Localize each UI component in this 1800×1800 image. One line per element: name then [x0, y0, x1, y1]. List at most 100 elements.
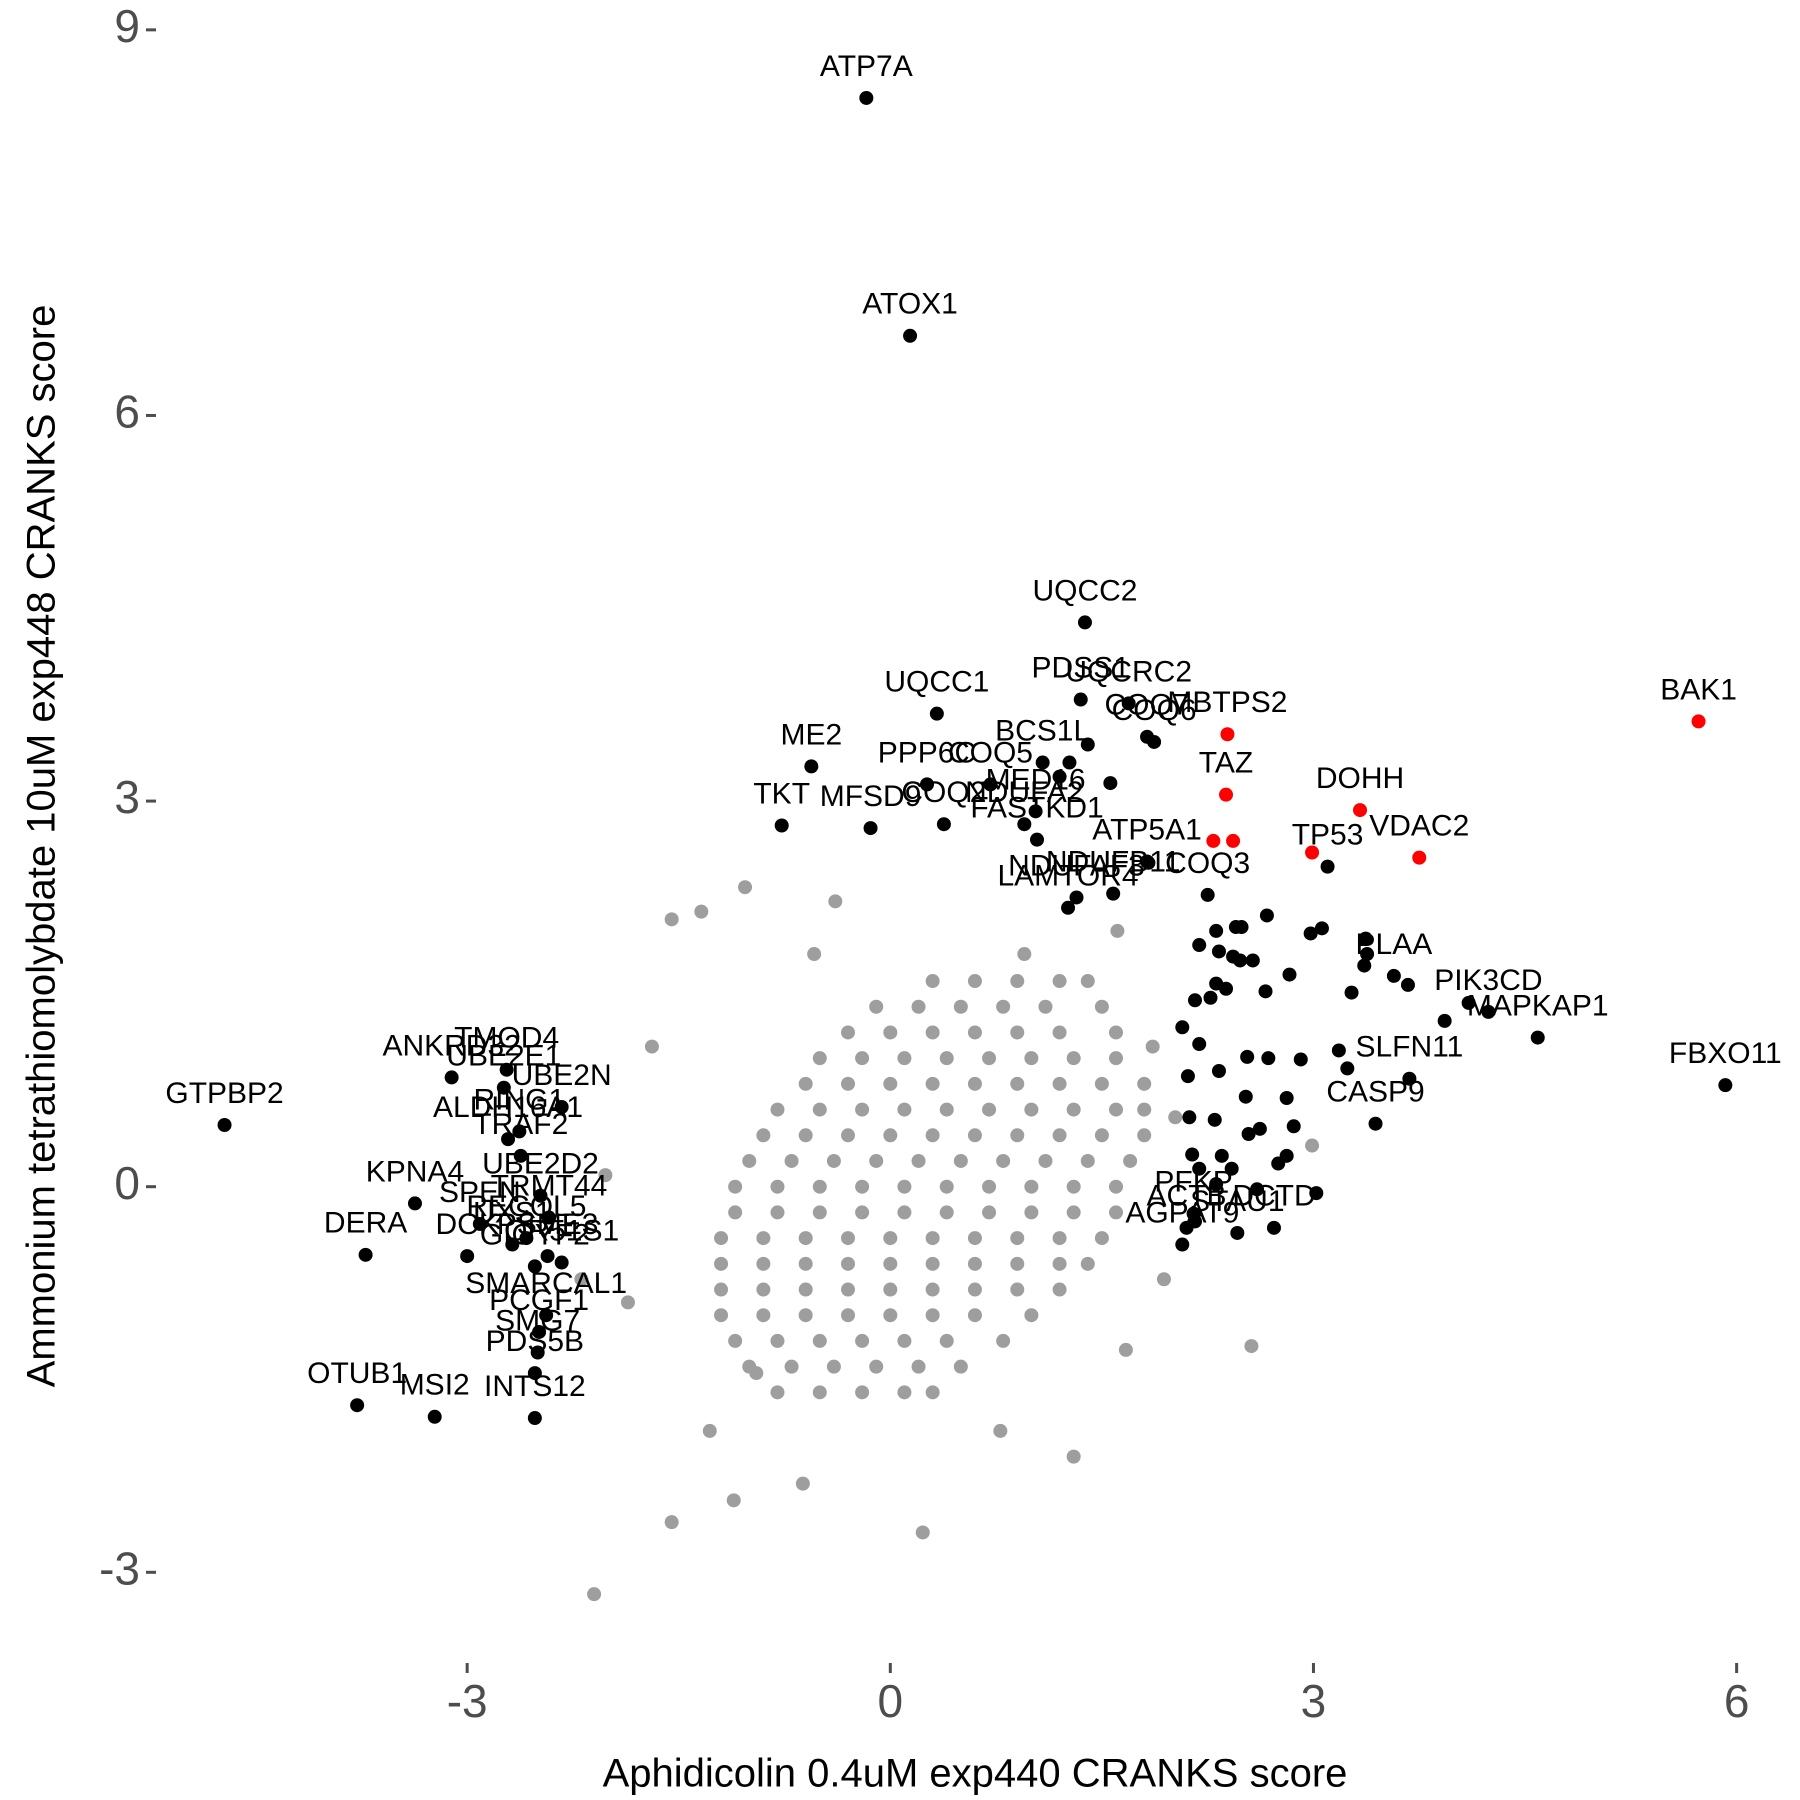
point: [939, 1051, 954, 1066]
point: [925, 1385, 940, 1400]
point-label: RECQL5: [466, 1190, 586, 1223]
point: [967, 974, 982, 989]
point: [996, 1153, 1011, 1168]
point: [1245, 953, 1260, 968]
point-label: COQ7: [1105, 689, 1190, 722]
point: [1168, 1110, 1183, 1125]
point: [967, 1076, 982, 1091]
point: [1052, 1231, 1067, 1246]
point: [1207, 1112, 1222, 1127]
point: [841, 1308, 855, 1323]
point: [217, 1117, 232, 1132]
point: [1344, 985, 1359, 1000]
point: [925, 1025, 940, 1040]
point-label: DCK: [435, 1208, 498, 1241]
point: [1340, 1061, 1355, 1076]
point-label: AGPAT9: [1125, 1196, 1239, 1229]
point: [1010, 1282, 1025, 1297]
point: [911, 999, 926, 1014]
point: [620, 1295, 635, 1310]
y-tick-label: 6: [114, 386, 140, 438]
point-label: BAK1: [1660, 673, 1737, 706]
point: [1038, 999, 1053, 1014]
point: [1052, 1025, 1067, 1040]
point: [1103, 776, 1118, 791]
point: [804, 759, 819, 774]
point-label: PDS5B: [486, 1325, 584, 1358]
point: [841, 1282, 855, 1297]
point: [911, 1153, 926, 1168]
point: [936, 817, 951, 832]
point: [533, 1188, 548, 1203]
point: [967, 1308, 982, 1323]
point: [1137, 1076, 1152, 1091]
point-label: ATP7A: [820, 50, 913, 83]
point: [1309, 1186, 1324, 1201]
point: [897, 1051, 912, 1066]
point: [1481, 1004, 1496, 1019]
point: [694, 904, 709, 919]
point: [350, 1398, 365, 1413]
point: [841, 1231, 855, 1246]
point: [1010, 1256, 1025, 1271]
point: [1230, 1225, 1245, 1240]
point: [1175, 1020, 1190, 1035]
point-label: DERA: [324, 1207, 407, 1240]
point: [982, 1179, 997, 1194]
point-label: STAU1: [1190, 1185, 1284, 1218]
x-tick-label: 6: [1724, 1675, 1750, 1727]
point: [1258, 984, 1273, 999]
point: [939, 1205, 954, 1220]
point: [1331, 1043, 1346, 1058]
point: [1461, 995, 1476, 1010]
point: [982, 1205, 997, 1220]
point: [812, 1205, 827, 1220]
point: [897, 1102, 912, 1117]
point-label: FBXO11: [1669, 1037, 1782, 1070]
point: [982, 1051, 997, 1066]
point: [929, 706, 944, 721]
point-label: SPEN: [439, 1176, 521, 1209]
point: [897, 1333, 912, 1348]
point-label: COQ2: [901, 776, 986, 809]
point: [501, 1132, 516, 1147]
point: [993, 1423, 1008, 1438]
point: [953, 999, 968, 1014]
point: [1279, 1148, 1294, 1163]
point: [756, 1282, 771, 1297]
point: [1052, 1128, 1067, 1143]
y-tick-label: 0: [114, 1157, 140, 1209]
point: [1066, 1205, 1081, 1220]
point-label: TRMT44: [491, 1169, 608, 1202]
point: [527, 1366, 542, 1381]
point-label: GTPBP2: [165, 1077, 283, 1110]
point-label: LAMTOR4: [997, 860, 1138, 893]
point: [1069, 890, 1084, 905]
point: [541, 1210, 556, 1225]
point: [1402, 1071, 1417, 1086]
point: [869, 999, 884, 1014]
point: [756, 1308, 771, 1323]
point: [967, 1256, 982, 1271]
point: [1052, 769, 1067, 784]
point-label: MED16: [986, 763, 1086, 796]
point: [496, 1080, 511, 1095]
point: [784, 1153, 799, 1168]
point: [1110, 923, 1125, 938]
point-label: NDUFB11: [1046, 846, 1180, 879]
point: [812, 1179, 827, 1194]
point: [1203, 990, 1218, 1005]
point: [1357, 958, 1372, 973]
point: [1061, 900, 1076, 915]
point-label: MFSD9: [820, 780, 922, 813]
point: [897, 1385, 912, 1400]
point: [742, 1153, 757, 1168]
point: [925, 1128, 940, 1143]
point: [883, 1231, 898, 1246]
point: [1024, 1179, 1039, 1194]
point: [749, 1366, 764, 1381]
point-label: SMARCAL1: [465, 1267, 627, 1300]
point: [953, 1153, 968, 1168]
point: [812, 1102, 827, 1117]
point: [982, 1102, 997, 1117]
